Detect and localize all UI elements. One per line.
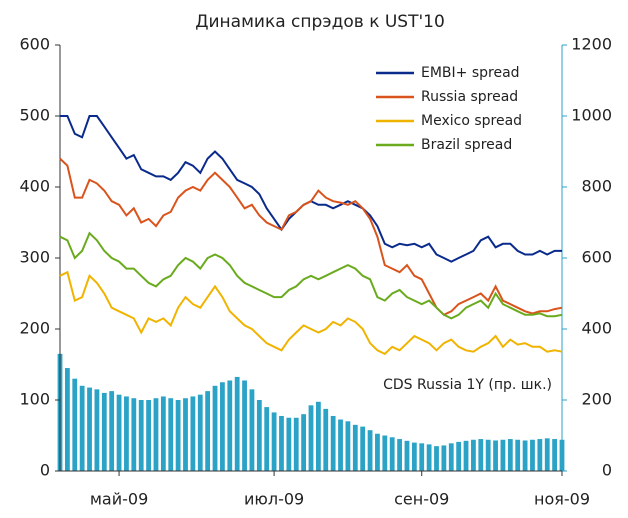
bar: [404, 440, 410, 471]
y2-tick-label: 600: [581, 248, 612, 267]
y-tick-label: 400: [19, 177, 50, 196]
bar: [175, 400, 181, 471]
y-tick-label: 500: [19, 106, 50, 125]
bar: [79, 385, 85, 471]
bar: [552, 439, 558, 471]
bar: [220, 382, 225, 471]
legend-label: Russia spread: [421, 89, 518, 105]
bar: [471, 439, 476, 471]
bar: [109, 391, 115, 471]
bar: [441, 445, 447, 471]
legend-label: Mexico spread: [421, 113, 522, 129]
bar: [212, 385, 218, 471]
bar: [522, 440, 528, 471]
bar: [153, 398, 159, 471]
bar: [293, 417, 299, 471]
bar: [382, 435, 388, 471]
bar: [279, 415, 284, 471]
bar: [507, 439, 513, 471]
bar: [500, 439, 506, 471]
bar: [101, 392, 107, 471]
bar: [375, 433, 380, 471]
bar: [183, 398, 188, 471]
bar: [64, 368, 70, 471]
bar: [72, 378, 78, 471]
bar: [434, 446, 439, 471]
bar: [330, 415, 336, 471]
bar: [426, 444, 432, 471]
bar: [338, 419, 343, 471]
y-tick-label: 0: [40, 461, 50, 480]
bar: [389, 437, 395, 471]
y2-tick-label: 0: [602, 461, 612, 480]
bar: [87, 387, 92, 471]
bar: [478, 439, 484, 471]
line-series: [59, 231, 563, 320]
bar: [367, 430, 373, 471]
bar: [138, 400, 144, 471]
y-tick-label: 200: [19, 319, 50, 338]
x-tick-label: июл-09: [244, 490, 304, 509]
bar: [456, 441, 462, 471]
bar: [234, 376, 240, 471]
legend-label: EMBI+ spread: [421, 65, 520, 81]
bar: [271, 412, 277, 471]
y2-tick-label: 400: [581, 319, 612, 338]
bar: [544, 438, 550, 471]
bar: [94, 389, 100, 471]
bar: [197, 394, 203, 471]
bar: [323, 408, 329, 471]
bar: [485, 439, 491, 471]
bar: [116, 394, 122, 471]
bar: [360, 426, 366, 471]
x-tick-label: май-09: [90, 490, 148, 509]
bar: [308, 405, 314, 471]
bar: [537, 439, 543, 471]
bar: [448, 443, 454, 471]
bar: [345, 421, 351, 471]
bar: [397, 439, 402, 471]
bar: [515, 439, 521, 471]
bar: [352, 424, 358, 471]
bar: [264, 407, 270, 471]
y2-tick-label: 1000: [571, 106, 612, 125]
bar: [190, 396, 196, 471]
bar: [463, 440, 469, 471]
y-tick-label: 300: [19, 248, 50, 267]
bar: [411, 442, 417, 471]
y-tick-label: 600: [19, 35, 50, 54]
line-series: [59, 157, 563, 316]
legend-label: Brazil spread: [421, 137, 512, 153]
bar: [530, 439, 535, 471]
bar: [256, 400, 262, 471]
x-tick-label: сен-09: [394, 490, 449, 509]
bar: [249, 389, 255, 471]
bar: [286, 417, 292, 471]
annotation: CDS Russia 1Y (пр. шк.): [383, 377, 552, 393]
bar: [160, 396, 166, 471]
y2-tick-label: 800: [581, 177, 612, 196]
bar: [315, 401, 321, 471]
y2-tick-label: 200: [581, 390, 612, 409]
y2-tick-label: 1200: [571, 35, 612, 54]
bar: [168, 398, 174, 471]
bar: [493, 440, 498, 471]
x-tick-label: ноя-09: [534, 490, 590, 509]
bar: [227, 380, 233, 471]
chart-title: Динамика спрэдов к UST'10: [195, 12, 445, 32]
bar: [242, 380, 247, 471]
bar: [419, 443, 425, 471]
bar: [146, 400, 151, 471]
line-series: [59, 270, 563, 356]
bar: [131, 398, 137, 471]
bar: [205, 391, 211, 471]
y-tick-label: 100: [19, 390, 50, 409]
bar: [301, 414, 307, 471]
bar: [124, 396, 129, 471]
